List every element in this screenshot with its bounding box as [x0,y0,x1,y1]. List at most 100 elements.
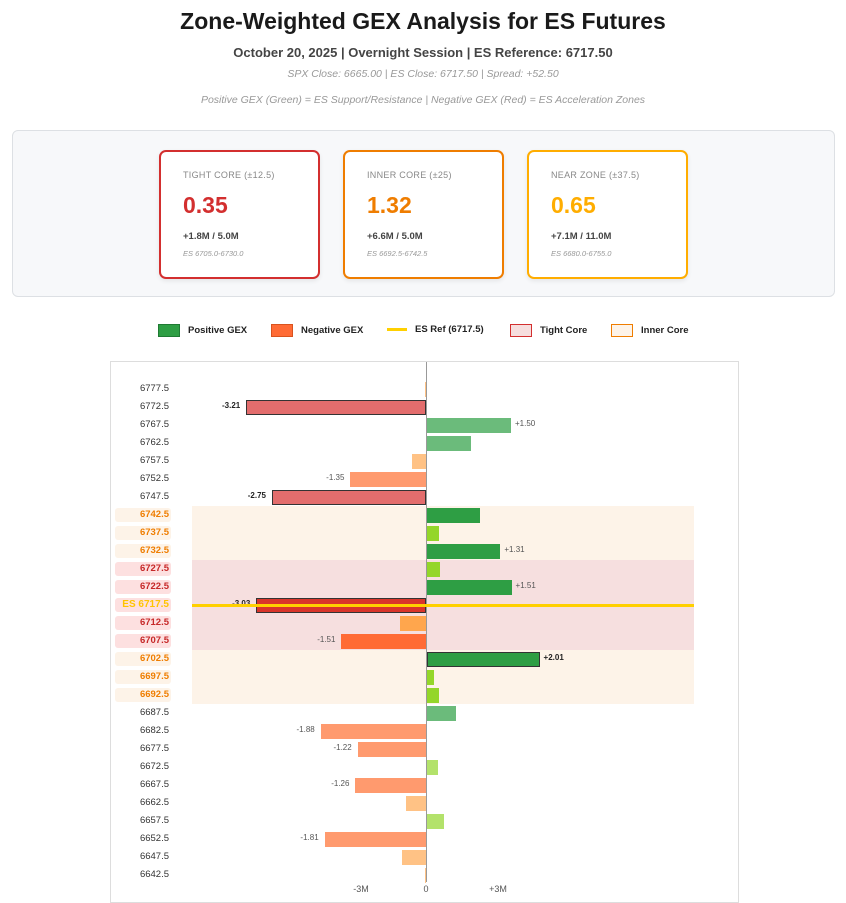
gex-bar [341,633,426,649]
gex-bar [427,651,540,667]
value-label: +1.51 [515,581,536,590]
strike-label: 6697.5 [115,670,171,684]
gex-bar [427,669,434,685]
strike-label: 6762.5 [139,437,169,448]
value-label: -1.81 [300,833,319,842]
strike-label: 6732.5 [115,544,171,558]
strike-label: 6662.5 [139,797,169,808]
metrics-panel: TIGHT CORE (±12.5) 0.35 +1.8M / 5.0M ES … [12,130,835,297]
strike-label: 6667.5 [139,779,169,790]
strike-label: 6752.5 [139,473,169,484]
subtitle: October 20, 2025 | Overnight Session | E… [233,45,613,60]
gex-bar [427,705,457,721]
legend-tight-core: Tight Core [510,324,587,337]
strike-label: ES 6717.5 [115,598,171,612]
strike-label: 6772.5 [139,401,169,412]
tight-core-band [192,614,694,632]
legend-swatch [510,324,532,337]
legend-swatch [158,324,180,337]
near-zone-card: NEAR ZONE (±37.5) 0.65 +7.1M / 11.0M ES … [527,150,688,279]
tight-core-card: TIGHT CORE (±12.5) 0.35 +1.8M / 5.0M ES … [159,150,320,279]
legend-label: Positive GEX [188,325,248,336]
gex-bar [427,525,439,541]
strike-label: 6707.5 [115,634,171,648]
legend-label: Tight Core [540,325,588,336]
gex-bar-chart: 6777.5 6772.5 -3.21 6767.5 +1.50 6762.5 6757.5… [110,361,739,903]
legend-negative-gex: Negative GEX [271,324,363,337]
card-value: 1.32 [367,192,412,218]
inner-core-band [192,524,694,542]
x-tick-label: -3M [353,884,369,894]
value-label: +1.31 [504,545,525,554]
gex-bar [427,543,501,559]
card-label: TIGHT CORE (±12.5) [183,170,275,180]
value-label: -3.21 [222,401,241,410]
gex-bar [350,471,426,487]
strike-label: 6672.5 [139,761,169,772]
strike-label: 6687.5 [139,707,169,718]
gex-bar [357,741,426,757]
gex-bar [427,561,440,577]
card-label: NEAR ZONE (±37.5) [551,170,640,180]
strike-label: 6702.5 [115,652,171,666]
legend-label: Negative GEX [301,325,364,336]
value-label: +2.01 [543,653,564,662]
strike-label: 6642.5 [139,869,169,880]
value-label: -1.51 [317,635,336,644]
card-value: 0.65 [551,192,596,218]
strike-label: 6682.5 [139,725,169,736]
legend-label: ES Ref (6717.5) [415,324,484,335]
strike-label: 6692.5 [115,688,171,702]
value-label: -1.26 [331,779,350,788]
gex-bar [427,813,444,829]
strike-label: 6767.5 [139,419,169,430]
legend-label: Inner Core [641,325,689,336]
strike-label: 6747.5 [139,491,169,502]
gex-bar [399,615,426,631]
strike-label: 6652.5 [139,833,169,844]
strike-label: 6727.5 [115,562,171,576]
inner-core-card: INNER CORE (±25) 1.32 +6.6M / 5.0M ES 66… [343,150,504,279]
gex-bar [427,417,511,433]
inner-core-band [192,686,694,704]
strike-label: 6742.5 [115,508,171,522]
value-label: -1.35 [326,473,345,482]
card-range: ES 6705.0-6730.0 [183,249,244,258]
legend-swatch [271,324,293,337]
value-label: -3.03 [232,599,250,608]
x-tick-label: +3M [489,884,507,894]
gex-bar [427,435,471,451]
legend-swatch [611,324,633,337]
x-tick-label: 0 [423,884,429,894]
strike-label: 6657.5 [139,815,169,826]
legend-note: Positive GEX (Green) = ES Support/Resist… [200,94,646,106]
zero-axis-line [426,362,427,882]
gex-bar [424,867,426,883]
gex-bar [427,579,512,595]
card-ratio: +6.6M / 5.0M [367,231,423,242]
gex-bar [272,489,426,505]
gex-bar [320,723,426,739]
gex-bar [412,453,426,469]
gex-bar [424,381,426,397]
gex-bar [405,795,426,811]
page-title: Zone-Weighted GEX Analysis for ES Future… [180,8,666,34]
gex-bar [324,831,426,847]
legend-swatch [387,328,407,331]
card-label: INNER CORE (±25) [367,170,452,180]
strike-label: 6722.5 [115,580,171,594]
legend-positive-gex: Positive GEX [158,324,247,337]
gex-bar [427,759,438,775]
strike-label: 6712.5 [115,616,171,630]
close-info: SPX Close: 6665.00 | ES Close: 6717.50 |… [287,68,559,80]
gex-bar [427,507,481,523]
legend-es-ref: ES Ref (6717.5) [387,324,484,335]
strike-label: 6677.5 [139,743,169,754]
strike-label: 6737.5 [115,526,171,540]
card-value: 0.35 [183,192,228,218]
value-label: -1.22 [333,743,352,752]
gex-bar [355,777,426,793]
value-label: -1.88 [296,725,315,734]
value-label: +1.50 [515,419,536,428]
card-range: ES 6692.5-6742.5 [367,249,428,258]
